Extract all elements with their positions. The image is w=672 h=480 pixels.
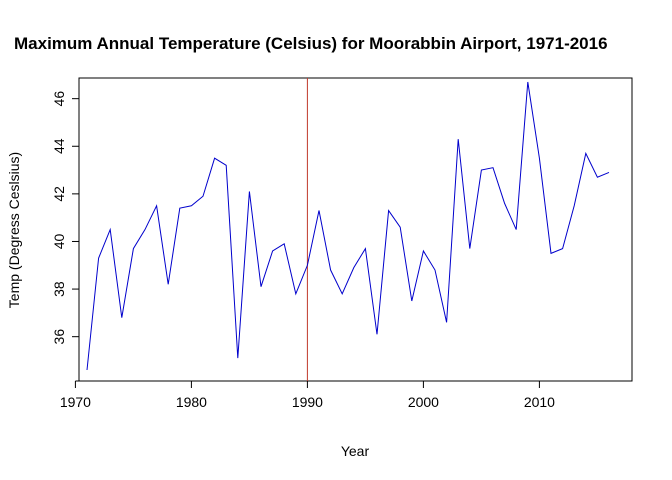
series-line [86,81,610,371]
y-tick-label: 36 [51,329,67,345]
y-tick-label: 46 [51,91,67,107]
chart-title: Maximum Annual Temperature (Celsius) for… [14,34,608,53]
x-tick-label: 2000 [408,394,439,410]
y-tick-label: 40 [51,233,67,249]
y-tick-label: 44 [51,138,67,154]
x-axis-label: Year [341,443,370,459]
y-tick-label: 42 [51,186,67,202]
x-tick-label: 1990 [292,394,323,410]
y-tick-label: 38 [51,281,67,297]
x-tick-label: 1970 [60,394,91,410]
x-axis: 1970 1980 1990 2000 2010 [60,380,555,410]
series-layer [86,81,610,371]
y-axis-label: Temp (Degress Ceslsius) [6,152,22,308]
plot-frame [78,77,633,382]
x-tick-label: 1980 [176,394,207,410]
x-tick-label: 2010 [524,394,555,410]
y-axis: 36 38 40 42 44 46 [51,91,80,345]
